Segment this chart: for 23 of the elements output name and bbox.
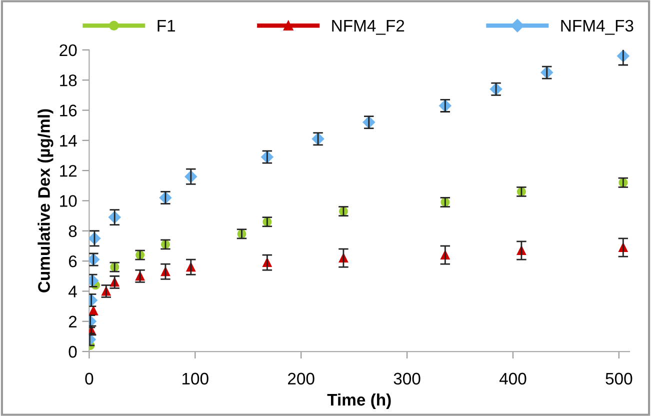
y-axis-title: Cumulative Dex (µg/ml) [38,109,54,292]
y-tick-label: 18 [60,74,77,86]
y-tick-label: 10 [60,195,77,207]
y-tick-label: 0 [68,346,77,358]
x-axis-title: Time (h) [327,393,391,409]
x-tick-label: 500 [606,372,632,385]
x-tick-label: 100 [182,372,208,385]
y-tick-label: 20 [60,44,77,56]
y-tick-label: 16 [60,104,77,116]
y-tick-label: 2 [68,316,77,328]
x-tick-label: 300 [394,372,420,385]
y-tick-label: 8 [68,225,77,238]
point [89,306,98,316]
y-tick-label: 14 [60,134,77,146]
legend-label: NFM4_F3 [561,20,634,35]
legend-label: F1 [158,20,176,32]
x-tick-label: 0 [85,372,94,385]
y-tick-label: 6 [68,255,77,268]
legend-label: NFM4_F2 [332,20,404,35]
x-tick-label: 400 [499,372,526,385]
x-tick-label: 200 [288,372,314,385]
y-tick-label: 4 [68,286,77,298]
y-tick-label: 12 [60,164,77,177]
